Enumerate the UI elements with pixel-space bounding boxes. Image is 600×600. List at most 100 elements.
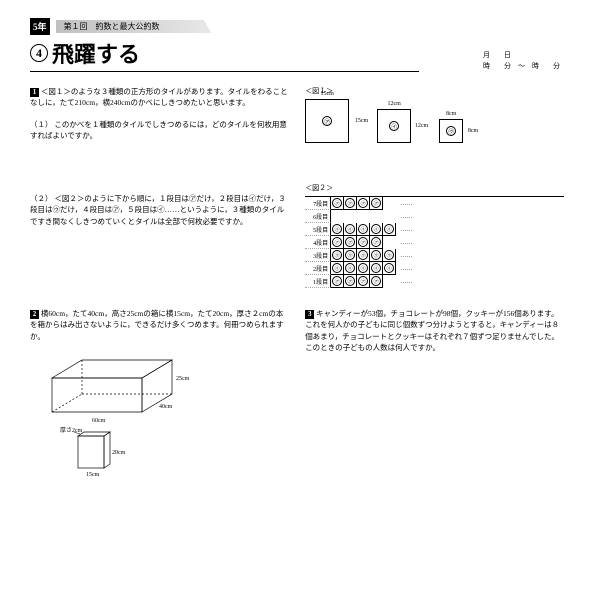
book-width-label: 15cm: [86, 472, 100, 478]
grid-cell: ㋐: [344, 236, 357, 249]
grid-cell: ㋐: [370, 275, 383, 288]
level-number: 4: [30, 44, 48, 62]
grid-cell: ㋐: [357, 197, 370, 210]
grid-tile-icon: ㋐: [345, 237, 355, 247]
figure-2-grid: 7段目㋐㋐㋐㋐……6段目……5段目㋑㋑㋑㋑㋑……4段目㋐㋐㋐㋐……3段目㋒㋒㋒㋒…: [305, 196, 564, 288]
grid-cell: ㋒: [331, 249, 344, 262]
tile-b: 12cm 12cm ㋑: [377, 109, 411, 143]
box-height-label: 25cm: [176, 376, 190, 382]
grid-cell: [383, 210, 396, 223]
grid-cell: ㋐: [331, 275, 344, 288]
grid-tile-icon: ㋒: [358, 250, 368, 260]
grid-cell: ㋑: [383, 262, 396, 275]
grid-row-header: 5段目: [305, 223, 331, 236]
grid-cell: [344, 210, 357, 223]
box-depth-label: 40cm: [159, 404, 173, 410]
tile-c-width: 8cm: [446, 111, 456, 117]
q1-text: このかべを１種類のタイルでしきつめるには，どのタイルを何枚用意すればよいですか。: [30, 120, 287, 140]
date-line-1: 月 日: [483, 50, 560, 61]
grid-tile-icon: ㋐: [371, 237, 381, 247]
grid-tile-icon: ㋑: [371, 263, 381, 273]
tile-b-mark: ㋑: [389, 121, 399, 131]
grid-dots: ……: [396, 210, 564, 223]
book-figure: 厚さ2cm 20cm 15cm: [60, 424, 289, 476]
worksheet-page: 5年 第１回 約数と最大公約数 4 飛躍する 月 日 時 分 ～ 時 分 1 ＜…: [0, 0, 600, 494]
grid-tile-icon: ㋑: [345, 224, 355, 234]
grid-cell: ㋐: [331, 197, 344, 210]
grid-cell: ㋐: [357, 236, 370, 249]
grid-tile-icon: ㋐: [332, 237, 342, 247]
grid-dots: ……: [396, 249, 564, 262]
grid-cell: ㋑: [331, 223, 344, 236]
grid-tile-icon: ㋒: [371, 250, 381, 260]
grid-tile-icon: ㋑: [332, 263, 342, 273]
main-title: 4 飛躍する: [30, 37, 419, 72]
grid-row-header: 3段目: [305, 249, 331, 262]
grid-cell: [383, 236, 396, 249]
grid-tile-icon: ㋑: [358, 224, 368, 234]
grid-tile-icon: ㋐: [345, 198, 355, 208]
grid-row-header: 1段目: [305, 275, 331, 288]
grid-dots: ……: [396, 223, 564, 236]
grade-badge: 5年: [30, 18, 50, 35]
grid-row-header: 2段目: [305, 262, 331, 275]
grid-tile-icon: ㋐: [371, 276, 381, 286]
grid-cell: [383, 275, 396, 288]
problem-2-text: 横60cm，たて40cm，高さ25cmの箱に横15cm，たて20cm，厚さ２cm…: [30, 309, 284, 341]
grid-tile-icon: ㋒: [332, 250, 342, 260]
grid-cell: [331, 210, 344, 223]
box-3d-figure: 60cm 40cm 25cm: [42, 350, 152, 420]
problem-3: 3 キャンディーが53個，チョコレートが98個，クッキーが156個あります。これ…: [305, 308, 564, 353]
problem-1-intro: 1 ＜図１＞のような３種類の正方形のタイルがあります。タイルをわることなしに，た…: [30, 86, 289, 109]
problem-number-2: 2: [30, 310, 39, 319]
grid-tile-icon: ㋑: [384, 263, 394, 273]
grid-cell: [383, 197, 396, 210]
grid-cell: ㋑: [370, 262, 383, 275]
tile-c: 8cm 8cm ㋒: [439, 119, 463, 143]
grid-cell: ㋑: [331, 262, 344, 275]
grid-tile-icon: ㋐: [358, 276, 368, 286]
problem-3-text: キャンディーが53個，チョコレートが98個，クッキーが156個あります。これを何…: [305, 309, 559, 352]
grid-cell: ㋑: [357, 262, 370, 275]
grid-dots: ……: [396, 236, 564, 249]
level-title-text: 飛躍する: [52, 37, 140, 69]
grid-tile-icon: ㋑: [332, 224, 342, 234]
grid-cell: ㋐: [357, 275, 370, 288]
tile-c-mark: ㋒: [446, 126, 456, 136]
grid-tile-icon: ㋐: [358, 198, 368, 208]
grid-cell: ㋐: [331, 236, 344, 249]
grid-cell: [357, 210, 370, 223]
grid-tile-icon: ㋑: [358, 263, 368, 273]
grid-cell: ㋑: [383, 223, 396, 236]
tile-a: 15cm 15cm ㋐: [305, 99, 349, 143]
tile-b-height: 12cm: [415, 123, 428, 129]
box-width-label: 60cm: [92, 418, 106, 424]
grid-tile-icon: ㋐: [332, 276, 342, 286]
grid-tile-icon: ㋒: [384, 250, 394, 260]
figure-1-tiles: 15cm 15cm ㋐ 12cm 12cm ㋑ 8cm 8cm ㋒: [305, 99, 564, 143]
grid-cell: ㋒: [344, 249, 357, 262]
grid-cell: ㋑: [370, 223, 383, 236]
grid-cell: ㋒: [383, 249, 396, 262]
lesson-title-bar: 第１回 約数と最大公約数: [56, 20, 212, 33]
grid-cell: ㋐: [344, 197, 357, 210]
grid-tile-icon: ㋐: [345, 276, 355, 286]
grid-tile-icon: ㋑: [384, 224, 394, 234]
tile-a-height: 15cm: [355, 118, 368, 124]
problem-number-1: 1: [30, 88, 39, 97]
q2-label: （２）: [30, 194, 53, 203]
grid-row-header: 4段目: [305, 236, 331, 249]
grid-tile-icon: ㋑: [371, 224, 381, 234]
grid-dots: ……: [396, 262, 564, 275]
grid-dots: ……: [396, 197, 564, 210]
grid-cell: ㋐: [344, 275, 357, 288]
grid-tile-icon: ㋑: [345, 263, 355, 273]
problem-number-3: 3: [305, 310, 314, 319]
grid-tile-icon: ㋐: [332, 198, 342, 208]
figure-2-label: ＜図２＞: [305, 183, 564, 193]
header-top: 5年 第１回 約数と最大公約数: [30, 18, 570, 35]
title-row: 4 飛躍する 月 日 時 分 ～ 時 分: [30, 37, 570, 72]
grid-tile-icon: ㋐: [358, 237, 368, 247]
grid-cell: ㋑: [344, 223, 357, 236]
problem-1-q2: （２） ＜図２＞のように下から順に，１段目は㋐だけ，２段目は㋑だけ，３段目は㋒だ…: [30, 193, 289, 227]
